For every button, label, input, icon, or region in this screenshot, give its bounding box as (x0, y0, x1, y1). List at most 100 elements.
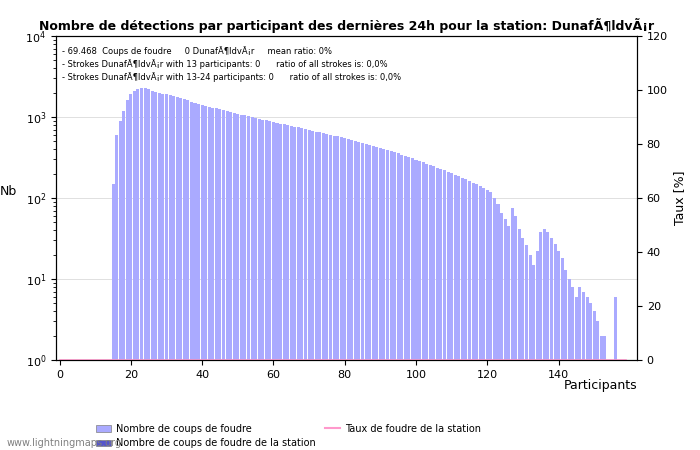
Bar (586, 297, 589, 450)
Bar (354, 141, 357, 450)
Bar (365, 144, 368, 450)
Bar (454, 175, 456, 450)
Bar (265, 120, 268, 450)
Bar (293, 126, 296, 450)
Bar (489, 192, 492, 450)
Bar (525, 245, 528, 450)
Bar (69, 360, 72, 450)
Bar (561, 258, 564, 450)
Bar (286, 125, 289, 450)
Bar (532, 265, 535, 450)
Bar (447, 172, 449, 450)
Bar (440, 169, 442, 450)
Bar (130, 94, 132, 450)
Bar (122, 111, 125, 450)
Bar (172, 96, 175, 450)
Bar (190, 102, 193, 450)
Bar (600, 336, 603, 450)
Bar (568, 279, 570, 450)
Bar (382, 149, 386, 450)
Bar (542, 229, 546, 450)
Bar (361, 143, 364, 450)
Bar (610, 360, 614, 450)
Bar (229, 112, 232, 450)
Bar (58, 360, 61, 450)
Bar (386, 150, 389, 450)
Bar (358, 142, 360, 450)
Bar (90, 360, 93, 450)
Bar (503, 219, 507, 450)
Bar (94, 360, 97, 450)
Bar (140, 88, 143, 450)
Bar (304, 129, 307, 450)
Bar (468, 181, 471, 450)
Bar (425, 164, 428, 450)
Bar (279, 124, 282, 450)
Bar (232, 112, 236, 450)
Bar (428, 165, 432, 450)
Bar (621, 360, 624, 450)
Bar (150, 91, 154, 450)
Bar (436, 168, 439, 450)
Bar (496, 204, 500, 450)
Bar (165, 94, 168, 450)
Bar (482, 188, 485, 450)
Bar (247, 116, 250, 450)
Bar (197, 104, 200, 450)
Bar (536, 251, 539, 450)
Bar (407, 157, 410, 450)
Bar (514, 216, 517, 450)
Bar (368, 145, 371, 450)
Bar (79, 360, 83, 450)
Bar (258, 119, 260, 450)
Bar (169, 95, 172, 450)
Bar (508, 226, 510, 450)
Bar (237, 114, 239, 450)
Bar (326, 134, 328, 450)
Bar (332, 135, 335, 450)
Bar (450, 173, 453, 450)
Bar (607, 360, 610, 450)
Bar (400, 155, 403, 450)
Bar (251, 117, 253, 450)
Bar (72, 360, 76, 450)
Bar (404, 156, 407, 450)
Bar (372, 146, 375, 450)
Bar (411, 158, 414, 450)
Bar (215, 108, 218, 450)
Bar (318, 132, 321, 450)
Bar (101, 360, 104, 450)
Bar (104, 360, 107, 450)
Bar (329, 135, 332, 450)
Bar (617, 360, 621, 450)
Text: Participants: Participants (564, 379, 637, 392)
Bar (97, 360, 100, 450)
Bar (136, 89, 139, 450)
Bar (589, 303, 592, 450)
Bar (340, 137, 343, 450)
Bar (240, 115, 243, 450)
Bar (461, 178, 464, 450)
Y-axis label: Taux [%]: Taux [%] (673, 171, 687, 225)
Bar (208, 107, 211, 450)
Text: - 69.468  Coups de foudre     0 DunafÃ¶ldvÃ¡r     mean ratio: 0%
- Strokes Dunaf: - 69.468 Coups de foudre 0 DunafÃ¶ldvÃ¡r… (62, 46, 401, 81)
Bar (183, 99, 186, 450)
Bar (83, 360, 86, 450)
Bar (414, 160, 417, 450)
Bar (564, 270, 567, 450)
Bar (571, 287, 575, 450)
Bar (346, 140, 350, 450)
Bar (375, 147, 378, 450)
Bar (62, 360, 64, 450)
Bar (154, 92, 158, 450)
Bar (176, 97, 178, 450)
Bar (311, 130, 314, 450)
Bar (261, 120, 265, 450)
Bar (126, 100, 129, 450)
Bar (522, 238, 524, 450)
Bar (158, 93, 161, 450)
Bar (389, 151, 393, 450)
Bar (65, 360, 68, 450)
Bar (464, 180, 468, 450)
Bar (193, 103, 197, 450)
